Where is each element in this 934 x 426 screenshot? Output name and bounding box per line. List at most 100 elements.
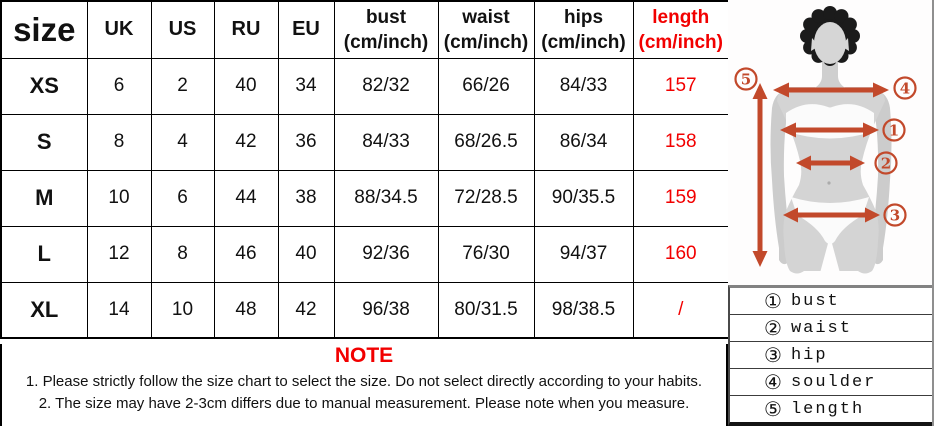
- legend-item-length: ⑤ length: [730, 396, 932, 422]
- cell: 4: [150, 113, 215, 171]
- cell: 40: [277, 225, 335, 283]
- measurement-guide: 5 4 1 2 3: [728, 0, 934, 426]
- figure-neck: [813, 54, 847, 89]
- legend-label: bust: [790, 291, 840, 311]
- legend-num: ②: [764, 316, 782, 340]
- cell: 14: [86, 281, 152, 339]
- cell: 10: [150, 281, 215, 339]
- svg-text:1: 1: [889, 122, 899, 140]
- col-header-us: US: [150, 0, 215, 59]
- cell: 90/35.5: [533, 169, 634, 227]
- legend-label: length: [790, 399, 865, 419]
- cell: 76/30: [437, 225, 535, 283]
- cell: 68/26.5: [437, 113, 535, 171]
- cell: 2: [150, 57, 215, 115]
- body-figure-svg: 5 4 1 2 3: [734, 6, 917, 274]
- size-table: size UK US RU EU bust (cm/inch) waist (c…: [0, 0, 730, 339]
- legend-item-shoulder: ④ soulder: [730, 369, 932, 396]
- cell-size: M: [0, 169, 88, 227]
- cell: 82/32: [333, 57, 439, 115]
- cell-length: /: [632, 281, 730, 339]
- cell: 6: [86, 57, 152, 115]
- hip-marker: 3: [883, 203, 907, 227]
- cell: 12: [86, 225, 152, 283]
- cell: 8: [150, 225, 215, 283]
- svg-text:3: 3: [890, 207, 900, 225]
- cell: 8: [86, 113, 152, 171]
- length-marker: 5: [734, 67, 758, 91]
- svg-text:4: 4: [900, 80, 910, 98]
- cell: 98/38.5: [533, 281, 634, 339]
- cell-length: 157: [632, 57, 730, 115]
- cell: 36: [277, 113, 335, 171]
- cell: 84/33: [333, 113, 439, 171]
- legend-label: hip: [790, 345, 828, 365]
- svg-text:2: 2: [881, 155, 891, 173]
- cell-size: L: [0, 225, 88, 283]
- figure-diagram: 5 4 1 2 3: [728, 0, 932, 285]
- legend-item-bust: ① bust: [730, 288, 932, 315]
- cell: 94/37: [533, 225, 634, 283]
- cell: 80/31.5: [437, 281, 535, 339]
- col-header-waist: waist (cm/inch): [437, 0, 535, 59]
- col-header-uk: UK: [86, 0, 152, 59]
- legend-num: ④: [764, 370, 782, 394]
- cell: 10: [86, 169, 152, 227]
- note-line-1: 1. Please strictly follow the size chart…: [25, 373, 703, 390]
- figure-panties: [791, 197, 869, 244]
- cell: 66/26: [437, 57, 535, 115]
- svg-text:5: 5: [741, 71, 751, 89]
- note-title: NOTE: [334, 344, 394, 367]
- figure-navel: [827, 181, 831, 185]
- note-line-2: 2. The size may have 2-3cm differs due t…: [38, 395, 690, 412]
- shoulder-arrow: [773, 82, 889, 98]
- col-header-length: length (cm/inch): [632, 0, 730, 59]
- bust-marker: 1: [882, 118, 906, 142]
- cell-size: XS: [0, 57, 88, 115]
- length-arrow: [752, 83, 768, 267]
- cell-length: 159: [632, 169, 730, 227]
- col-header-eu: EU: [277, 0, 335, 59]
- table-row-s: S 8 4 42 36 84/33 68/26.5 86/34 158: [0, 113, 730, 171]
- cell: 42: [213, 113, 279, 171]
- table-row-l: L 12 8 46 40 92/36 76/30 94/37 160: [0, 225, 730, 283]
- bust-arrow: [780, 122, 879, 138]
- cell: 84/33: [533, 57, 634, 115]
- cell-size: S: [0, 113, 88, 171]
- col-header-ru: RU: [213, 0, 279, 59]
- legend-num: ⑤: [764, 397, 782, 421]
- figure-face: [814, 22, 846, 64]
- cell-size: XL: [0, 281, 88, 339]
- cell: 40: [213, 57, 279, 115]
- figure-leg-gap: [820, 236, 840, 273]
- note-section: NOTE 1. Please strictly follow the size …: [0, 344, 728, 426]
- table-header-row: size UK US RU EU bust (cm/inch) waist (c…: [0, 0, 730, 59]
- cell: 44: [213, 169, 279, 227]
- legend-label: soulder: [790, 372, 877, 392]
- legend-label: waist: [790, 318, 852, 338]
- col-header-size: size: [0, 0, 88, 59]
- cell: 42: [277, 281, 335, 339]
- cell: 92/36: [333, 225, 439, 283]
- table-row-xs: XS 6 2 40 34 82/32 66/26 84/33 157: [0, 57, 730, 115]
- legend-item-hip: ③ hip: [730, 342, 932, 369]
- legend-num: ①: [764, 289, 782, 313]
- legend-item-waist: ② waist: [730, 315, 932, 342]
- cell: 46: [213, 225, 279, 283]
- cell: 96/38: [333, 281, 439, 339]
- measurement-legend: ① bust ② waist ③ hip ④ soulder ⑤ length: [728, 285, 932, 426]
- cell: 6: [150, 169, 215, 227]
- cell: 38: [277, 169, 335, 227]
- cell: 86/34: [533, 113, 634, 171]
- cell: 34: [277, 57, 335, 115]
- waist-marker: 2: [874, 151, 898, 175]
- col-header-hips: hips (cm/inch): [533, 0, 634, 59]
- cell: 72/28.5: [437, 169, 535, 227]
- col-header-bust: bust (cm/inch): [333, 0, 439, 59]
- waist-arrow: [796, 155, 865, 171]
- cell: 88/34.5: [333, 169, 439, 227]
- cell-length: 158: [632, 113, 730, 171]
- table-row-m: M 10 6 44 38 88/34.5 72/28.5 90/35.5 159: [0, 169, 730, 227]
- table-row-xl: XL 14 10 48 42 96/38 80/31.5 98/38.5 /: [0, 281, 730, 339]
